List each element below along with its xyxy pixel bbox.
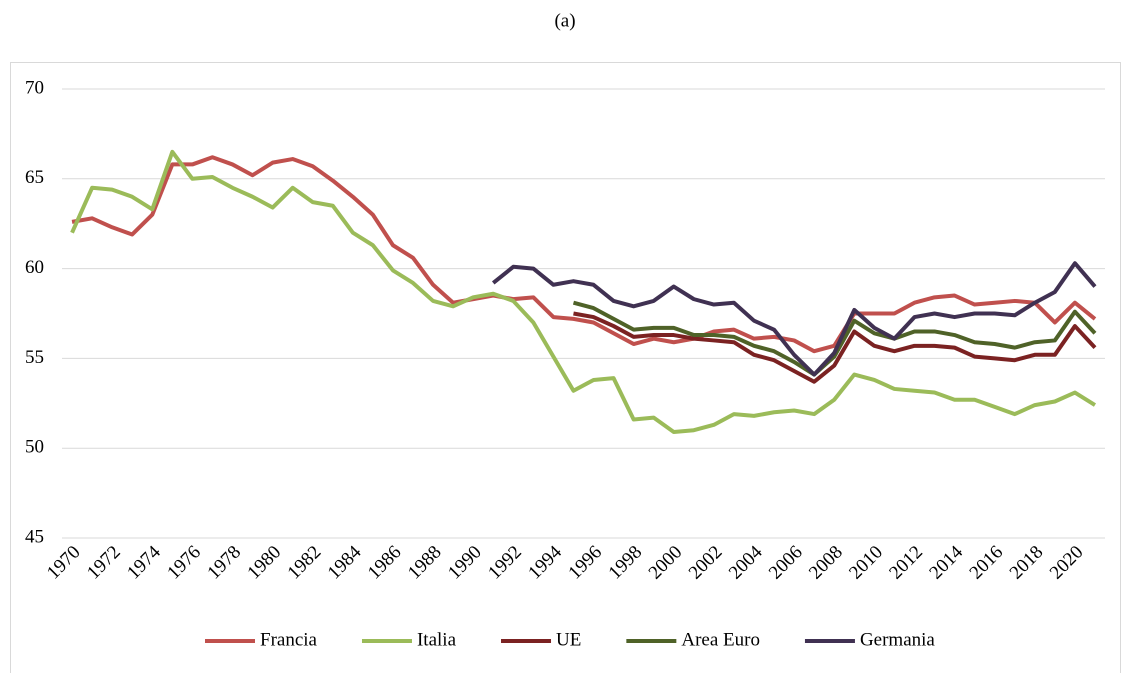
x-tick-label: 1982: [284, 542, 326, 584]
y-tick-label: 50: [25, 437, 44, 458]
x-tick-label: 2012: [885, 542, 927, 584]
x-tick-label: 1996: [564, 542, 606, 584]
series-line: [572, 300, 1097, 377]
x-tick-label: 1990: [444, 542, 486, 584]
x-tick-label: 1970: [43, 542, 85, 584]
x-tick-label: 1984: [324, 541, 366, 583]
x-tick-label: 1980: [244, 542, 286, 584]
x-tick-label: 2004: [725, 541, 767, 583]
x-tick-label: 1998: [605, 542, 647, 584]
x-tick-label: 2010: [845, 542, 887, 584]
y-tick-label: 60: [25, 257, 44, 278]
y-tick-label: 65: [25, 167, 44, 188]
series-line: [573, 311, 1097, 384]
x-tick-label: 1978: [203, 542, 245, 584]
y-tick-label: 45: [25, 526, 44, 547]
x-tick-label: 1974: [123, 541, 165, 583]
x-tick-label: 1986: [364, 542, 406, 584]
legend-label: Italia: [417, 629, 457, 650]
series-line: [71, 155, 1097, 354]
legend-label: Francia: [260, 629, 318, 650]
legend-label: UE: [556, 629, 581, 650]
legend-label: Germania: [860, 629, 935, 650]
x-tick-label: 2000: [645, 542, 687, 584]
chart-title: (a): [554, 10, 575, 31]
x-tick-label: 2008: [805, 542, 847, 584]
series-line: [70, 149, 1097, 435]
x-tick-label: 2002: [685, 542, 727, 584]
x-tick-label: 1972: [83, 542, 125, 584]
chart-frame: [10, 62, 1121, 673]
x-tick-label: 1992: [484, 542, 526, 584]
x-tick-label: 2016: [966, 542, 1008, 584]
x-tick-label: 1976: [163, 542, 205, 584]
x-tick-label: 2018: [1006, 542, 1048, 584]
y-tick-label: 55: [25, 347, 44, 368]
x-tick-label: 2006: [765, 542, 807, 584]
legend-label: Area Euro: [681, 629, 760, 650]
x-tick-label: 2014: [925, 541, 967, 583]
x-tick-label: 1994: [524, 541, 566, 583]
x-tick-label: 1988: [404, 542, 446, 584]
y-tick-label: 70: [25, 77, 44, 98]
series-line: [491, 261, 1097, 377]
x-tick-label: 2020: [1046, 542, 1088, 584]
